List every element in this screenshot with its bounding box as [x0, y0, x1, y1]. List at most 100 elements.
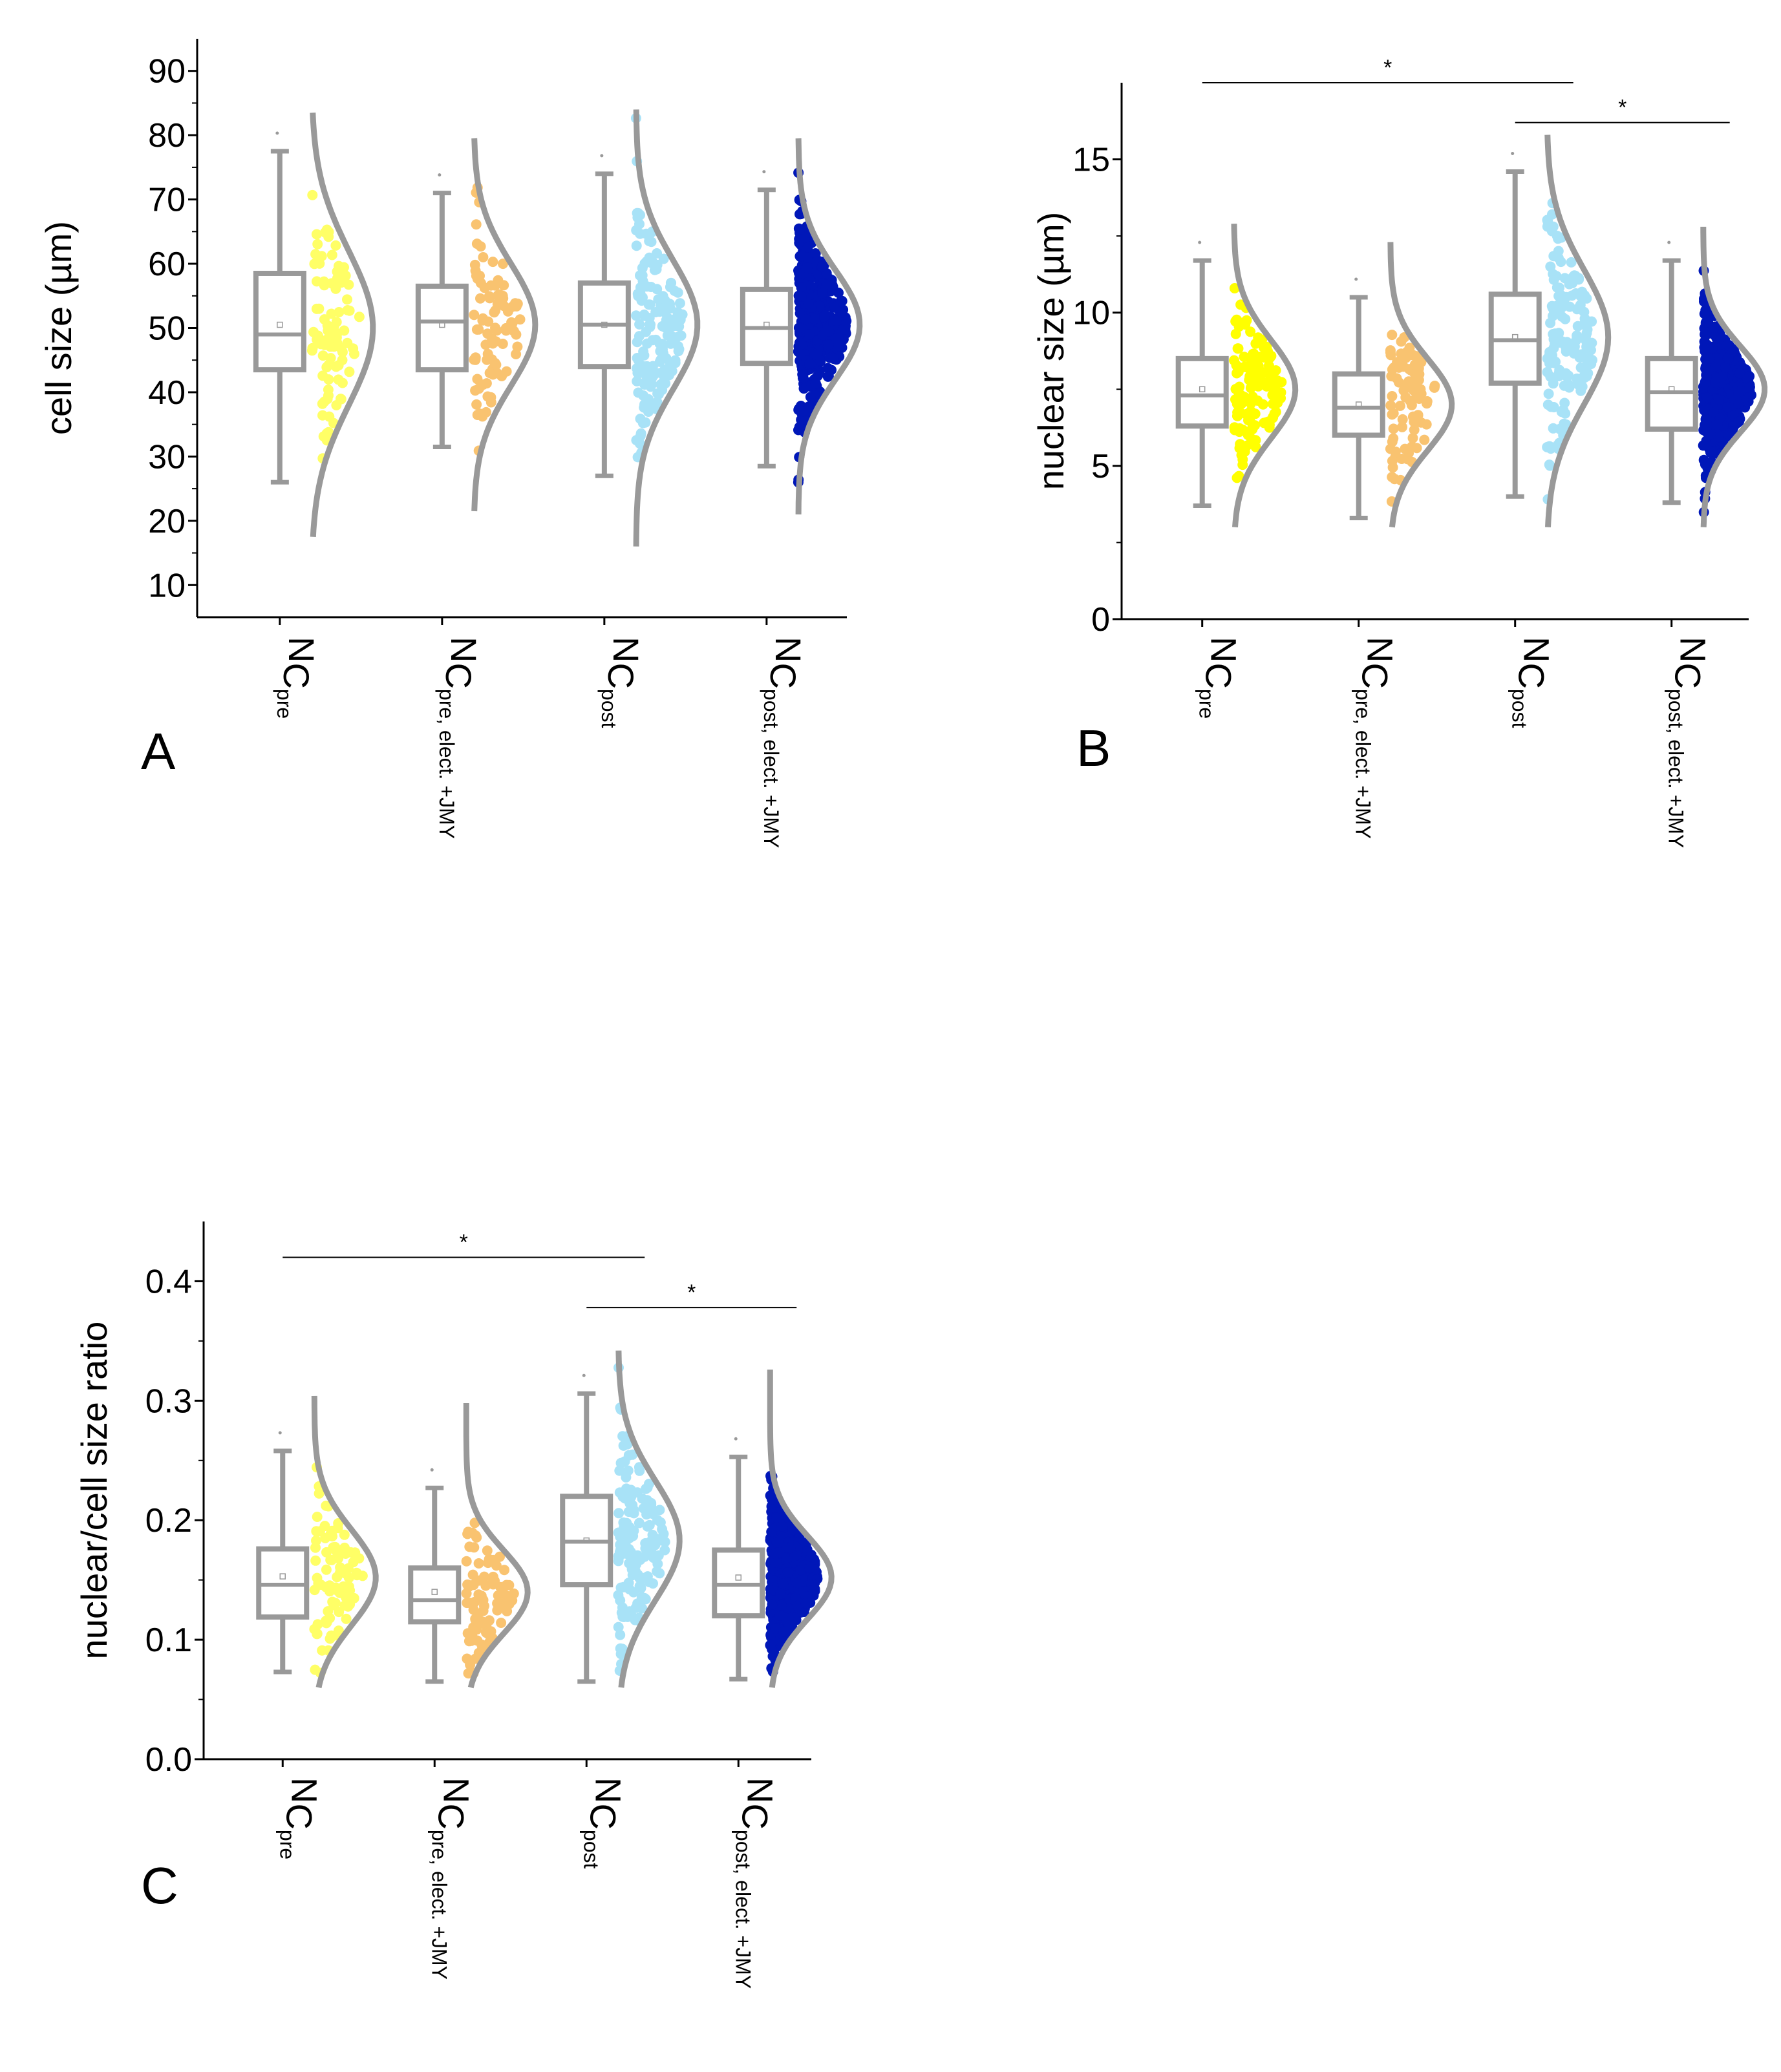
data-point [490, 280, 500, 291]
data-point [613, 1622, 624, 1633]
data-point [1255, 352, 1266, 363]
data-point [793, 322, 804, 333]
data-point [307, 189, 318, 200]
y-tick-label: 90 [148, 53, 186, 90]
category-label: NCpre, elect. +JMY [427, 1777, 476, 1980]
data-point [343, 1572, 354, 1583]
data-point [326, 249, 337, 260]
data-point [515, 314, 526, 325]
data-point [334, 260, 344, 271]
data-point [778, 1578, 789, 1589]
data-point [352, 1570, 363, 1581]
data-point [1229, 422, 1240, 433]
mean-marker [735, 1574, 741, 1581]
series-group [1332, 242, 1455, 528]
data-point [499, 1565, 510, 1576]
data-point [338, 1565, 349, 1576]
data-point [634, 1465, 645, 1476]
data-point [637, 270, 648, 280]
data-point [1385, 400, 1396, 411]
data-point [476, 1639, 487, 1650]
data-point [1734, 416, 1745, 427]
mean-marker [279, 1573, 286, 1580]
data-point [776, 1521, 787, 1532]
data-point [642, 1495, 653, 1506]
data-point [498, 259, 508, 270]
data-point [1422, 398, 1433, 409]
outlier-marker [1667, 240, 1671, 244]
data-point [796, 282, 807, 293]
data-point [330, 1541, 341, 1552]
data-point [1232, 314, 1242, 325]
data-point [1233, 343, 1244, 354]
data-point [1397, 421, 1407, 432]
data-point [802, 262, 813, 273]
data-point [1404, 343, 1415, 354]
data-point [512, 341, 523, 352]
data-point [468, 1580, 479, 1591]
data-point [807, 398, 818, 409]
data-point [1230, 384, 1241, 394]
data-point [487, 1579, 498, 1590]
data-point [1581, 330, 1592, 341]
data-point [623, 1543, 634, 1554]
data-point [800, 313, 811, 324]
data-point [1396, 336, 1407, 347]
data-point [1394, 401, 1405, 411]
data-point [628, 1587, 639, 1598]
data-point [326, 1525, 337, 1536]
data-point [1246, 365, 1257, 376]
data-point [623, 1506, 634, 1517]
data-point [778, 1626, 789, 1637]
data-point [306, 345, 317, 356]
data-point [1237, 460, 1248, 470]
data-point [1577, 381, 1588, 392]
data-point [838, 324, 849, 335]
data-point [471, 1532, 482, 1543]
data-point [479, 1600, 489, 1611]
data-point [814, 301, 825, 312]
distribution-curve [615, 1350, 683, 1688]
category-label: NCpost, elect. +JMY [731, 1777, 780, 1989]
data-point [1247, 421, 1258, 432]
y-tick-label: 10 [148, 567, 186, 604]
data-point [841, 315, 852, 326]
data-point [1566, 257, 1577, 268]
data-point [649, 1532, 660, 1543]
data-point [1421, 419, 1432, 430]
data-point [1385, 345, 1396, 356]
category-label: NCpost [579, 1777, 628, 1869]
data-point [471, 270, 482, 281]
box-iqr [408, 1565, 462, 1625]
data-point [327, 1596, 338, 1607]
data-point [1700, 439, 1711, 450]
y-tick-label: 10 [1072, 295, 1110, 332]
data-point [782, 1567, 793, 1578]
data-point [487, 369, 498, 380]
significance-star: * [687, 1280, 696, 1305]
y-tick-label: 0.4 [145, 1263, 192, 1300]
data-point [1701, 370, 1712, 381]
data-point [1244, 412, 1255, 423]
data-point [659, 365, 670, 375]
data-point [1409, 416, 1420, 427]
data-point [1544, 460, 1555, 470]
y-tick-label: 0 [1091, 601, 1110, 639]
distribution-curve [1231, 224, 1299, 528]
distribution-curve [633, 109, 701, 547]
data-point [462, 1653, 473, 1664]
data-point [816, 261, 827, 272]
data-point [1230, 394, 1241, 405]
data-point [500, 322, 511, 333]
data-point [1397, 414, 1408, 425]
distribution-curve [1544, 134, 1612, 527]
series-group [1645, 226, 1768, 527]
data-point [646, 282, 657, 292]
data-point [1723, 353, 1734, 364]
data-point [321, 1500, 332, 1511]
data-point [677, 309, 688, 320]
data-point [331, 332, 342, 343]
data-point [1544, 351, 1555, 362]
category-label: NCpre, elect. +JMY [1352, 637, 1401, 839]
